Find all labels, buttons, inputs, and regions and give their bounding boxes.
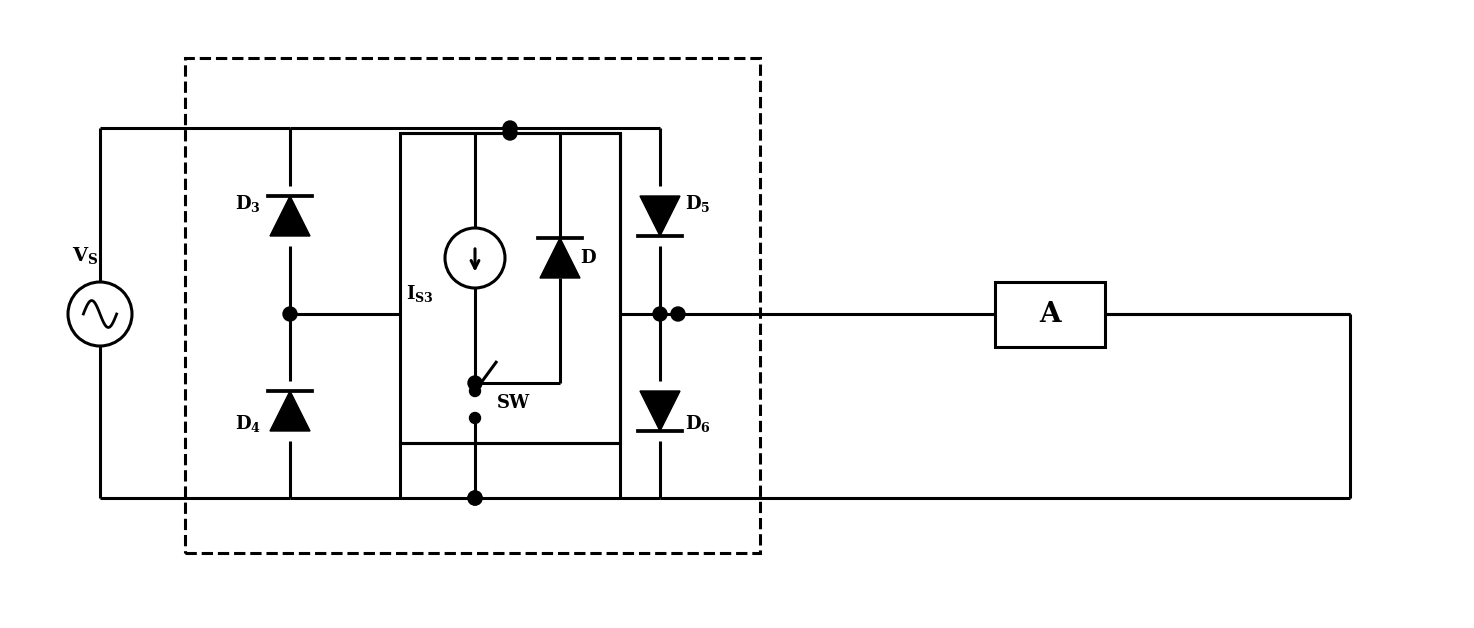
Circle shape [653, 307, 668, 321]
Circle shape [469, 491, 482, 505]
Circle shape [671, 307, 685, 321]
Text: D$_\mathregular{3}$: D$_\mathregular{3}$ [236, 193, 261, 215]
Text: D$_\mathregular{5}$: D$_\mathregular{5}$ [685, 193, 710, 215]
Polygon shape [640, 391, 680, 431]
Bar [399, 133, 621, 443]
Bar [186, 58, 761, 553]
Circle shape [469, 491, 482, 505]
Circle shape [470, 413, 481, 423]
Polygon shape [270, 196, 310, 236]
Text: D$_\mathregular{6}$: D$_\mathregular{6}$ [685, 413, 710, 433]
Circle shape [470, 386, 481, 396]
Polygon shape [640, 196, 680, 236]
Text: V$_\mathregular{S}$: V$_\mathregular{S}$ [72, 246, 99, 267]
Text: D$_\mathregular{4}$: D$_\mathregular{4}$ [234, 413, 261, 433]
Circle shape [503, 121, 517, 135]
Text: D: D [581, 249, 595, 267]
Circle shape [283, 307, 296, 321]
Polygon shape [539, 238, 579, 278]
Text: A: A [1039, 301, 1061, 327]
Polygon shape [270, 391, 310, 431]
Bar [995, 281, 1106, 347]
Circle shape [503, 126, 517, 140]
Text: I$_\mathregular{S3}$: I$_\mathregular{S3}$ [407, 283, 433, 303]
Text: SW: SW [497, 394, 531, 412]
Circle shape [469, 376, 482, 390]
